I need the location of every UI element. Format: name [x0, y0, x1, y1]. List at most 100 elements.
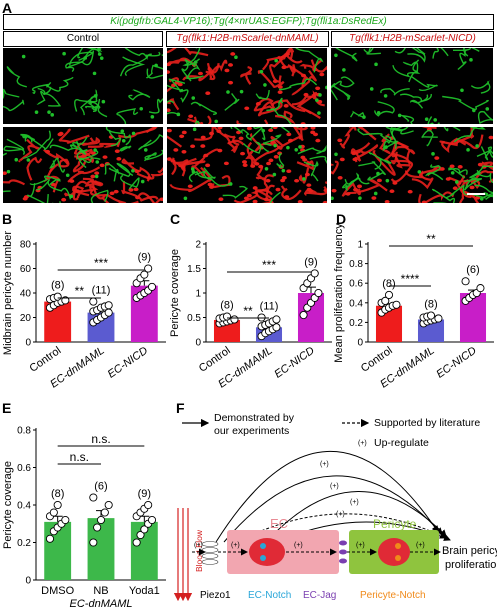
data-point	[144, 264, 153, 273]
n-label-2: (9)	[138, 488, 151, 500]
arc-plus-mark: (+)	[350, 499, 359, 506]
pericyte-notch-dot-2	[395, 555, 401, 561]
significance-label: ***	[262, 258, 276, 272]
n-label-2: (9)	[304, 256, 317, 268]
genotype-header: Ki(pdgfrb:GAL4-VP16);Tg(4×nrUAS:EGFP);Tg…	[3, 14, 494, 30]
data-point	[310, 269, 319, 278]
y-tick-label: 0.2	[349, 318, 363, 329]
scale-bar	[467, 193, 485, 195]
pericyte-notch-label: Pericyte-Notch	[360, 590, 426, 601]
arc-plus-mark: (+)	[320, 461, 329, 468]
data-point	[144, 500, 153, 510]
panel-label-e: E	[2, 400, 12, 416]
data-point	[45, 534, 55, 543]
category-label-2: EC-NICD	[106, 345, 150, 381]
y-tick-label: 0.2	[17, 538, 31, 549]
significance-label: **	[243, 304, 253, 318]
data-point	[96, 515, 106, 525]
y-tick-label: 0.5	[187, 313, 201, 324]
category-label-0: Control	[359, 345, 395, 375]
micrograph-control-merge	[3, 127, 163, 203]
y-tick-label: 0.8	[17, 426, 31, 437]
n-label-2: (6)	[466, 264, 479, 276]
data-point	[426, 311, 436, 320]
svg-text:(+): (+)	[194, 542, 203, 549]
y-axis-label: Pericyte coverage	[2, 461, 14, 549]
piezo1-label: Piezo1	[200, 590, 231, 601]
data-point	[147, 515, 157, 525]
n-label-0: (8)	[51, 488, 64, 500]
data-point	[89, 297, 98, 306]
data-point	[104, 500, 113, 510]
legend-demonstrated-line1: Demonstrated by	[214, 412, 295, 424]
ec-notch-dot-2	[260, 555, 266, 561]
data-point	[461, 277, 470, 286]
category-label-2: Yoda1	[129, 585, 160, 597]
data-point	[49, 508, 58, 517]
svg-text:(+): (+)	[294, 542, 303, 549]
data-point	[61, 515, 70, 525]
arc-arrow-0	[215, 450, 439, 543]
y-tick-label: 0.6	[349, 279, 363, 290]
y-tick-label: 2	[195, 240, 201, 251]
y-tick-label: 0.4	[17, 501, 31, 512]
y-tick-label: 0	[25, 338, 31, 349]
y-axis-label: Pericyte coverage	[169, 249, 181, 337]
y-tick-label: 80	[20, 240, 32, 251]
n-label-1: (11)	[260, 301, 279, 313]
y-tick-label: 0.4	[349, 298, 363, 309]
micrograph-dnmaml-green	[167, 48, 327, 124]
piezo1-channels	[201, 541, 219, 565]
y-tick-label: 0	[357, 338, 363, 349]
ec-jag-ligands	[339, 540, 347, 564]
n-label-0: (8)	[220, 300, 233, 312]
panel-label-c: C	[170, 211, 181, 227]
mechanism-schematic: Demonstrated by our experiments Supporte…	[173, 412, 497, 602]
data-point	[89, 538, 98, 547]
ec-notch-dot-1	[260, 543, 266, 549]
panel-label-b: B	[2, 211, 13, 227]
chart-c: 0 0.5 1 1.5 2 Pericyte coverage (8) Control (11)…	[169, 240, 332, 391]
n-label-1: (6)	[94, 481, 107, 493]
arc-plus-mark: (+)	[330, 483, 339, 490]
significance-label: n.s.	[91, 432, 110, 446]
data-point	[392, 300, 401, 309]
n-label-0: (8)	[51, 280, 64, 292]
legend-demonstrated-line2: our experiments	[214, 425, 289, 437]
data-point	[93, 523, 102, 532]
output-line2: proliferation	[445, 559, 497, 571]
pericyte-nucleus	[378, 538, 410, 566]
legend-upregulate: Up-regulate	[374, 437, 429, 449]
data-point	[136, 530, 145, 540]
pericyte-label: Pericyte	[373, 517, 417, 531]
micrograph-nicd-green	[331, 48, 493, 124]
column-header-dnmaml: Tg(flk1:H2B-mScarlet-dnMAML)	[166, 31, 329, 47]
ec-notch-label: EC-Notch	[248, 590, 291, 601]
category-label-2: EC-NICD	[272, 345, 316, 381]
arc-arrow-2	[269, 491, 447, 539]
category-label-0: Control	[197, 345, 233, 375]
y-tick-label: 0.8	[349, 259, 363, 270]
ec-label: EC	[270, 516, 288, 531]
category-label-0: DMSO	[41, 585, 74, 597]
y-tick-label: 1	[195, 289, 201, 300]
panel-label-d: D	[336, 211, 347, 227]
n-label-0: (8)	[382, 278, 395, 290]
svg-text:(+): (+)	[231, 542, 240, 549]
ec-nucleus	[249, 538, 285, 566]
legend-plus: (+)	[358, 440, 367, 447]
y-tick-label: 0	[25, 576, 31, 587]
n-label-2: (9)	[138, 252, 151, 264]
micrograph-dnmaml-merge	[167, 127, 327, 203]
group-label: EC-dnMAML	[70, 598, 133, 609]
y-tick-label: 0	[195, 338, 201, 349]
data-point	[272, 323, 281, 332]
ec-jag-label: EC-Jag	[303, 590, 336, 601]
data-point	[299, 311, 308, 320]
panel-label-f: F	[176, 400, 185, 416]
output-line1: Brain pericyte	[442, 545, 497, 557]
data-point	[222, 312, 232, 321]
data-point	[476, 284, 485, 293]
micrograph-control-green	[3, 48, 163, 124]
n-label-1: (8)	[424, 299, 437, 311]
